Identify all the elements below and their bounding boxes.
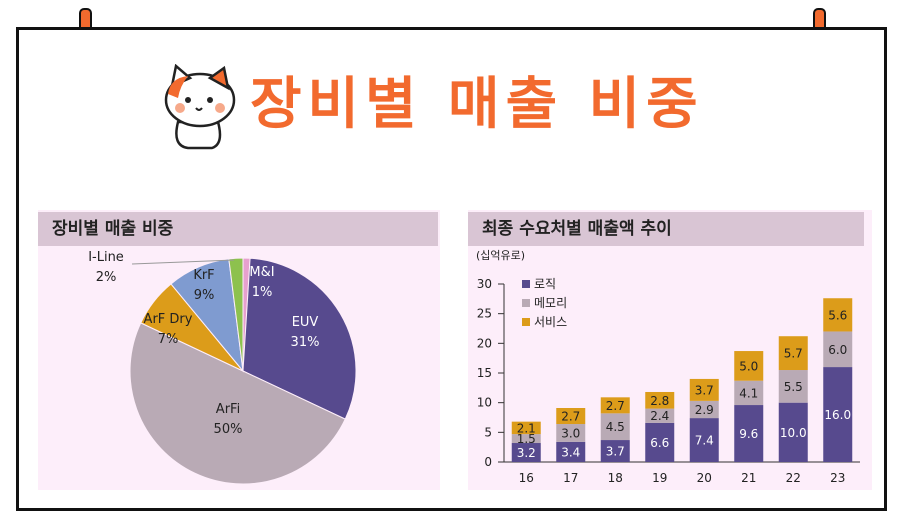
bar-value-label: 2.9 — [695, 403, 714, 417]
bar-value-label: 4.1 — [739, 386, 758, 400]
bar-segment — [689, 418, 719, 462]
bar-segment — [689, 378, 719, 401]
bar-value-label: 6.0 — [828, 343, 847, 357]
i-line-leader-line — [131, 259, 235, 265]
bar-segment — [511, 421, 541, 435]
legend-label: 로직 — [534, 277, 556, 291]
stacked-bar-chart: (십억유로) 0 5 10 15 20 25 30 3.21.52.1 16 3.4 3.0 2.7 17… — [476, 249, 860, 485]
bar-value-label: 3.4 — [561, 445, 580, 459]
x-tick-label: 18 — [608, 471, 623, 485]
y-tick-label: 5 — [484, 425, 492, 439]
bar-value-label: 3.2 — [517, 446, 536, 460]
bar-value-label: 5.7 — [784, 347, 803, 361]
pie-slice-arfi — [129, 322, 346, 485]
bar-value-label: 3.7 — [606, 445, 625, 459]
unit-label: (십억유로) — [476, 249, 525, 262]
bar-segment — [556, 408, 586, 425]
pie-chart: M&I 1% EUV 31% ArFi 50% ArF Dry 7% KrF 9% I-Line 2% — [88, 250, 357, 485]
bar-value-label: 7.4 — [695, 434, 714, 448]
x-tick-label: 16 — [519, 471, 534, 485]
bar-segment — [600, 413, 630, 441]
bar-segment — [556, 424, 586, 442]
bar-segment — [689, 400, 719, 419]
bar-value-label: 5.0 — [739, 359, 758, 373]
page-title: 장비별 매출 비중 — [250, 72, 704, 137]
y-tick-label: 15 — [477, 366, 492, 380]
pie-label-euv: EUV — [292, 315, 319, 330]
bar-value-label: 2.4 — [650, 409, 669, 423]
bar-segment — [645, 408, 675, 423]
bar-value-label: 2.1 — [517, 421, 536, 435]
bar-segment — [778, 402, 808, 462]
bar-segment — [645, 391, 675, 409]
bar-segment — [600, 440, 630, 462]
pie-slice-i-line — [228, 257, 244, 372]
cat-mascot-icon — [164, 64, 236, 150]
pie-slice-euv — [242, 257, 357, 420]
x-tick-label: 23 — [830, 471, 845, 485]
pie-label-i-line: I-Line — [88, 250, 124, 265]
bar-value-label: 2.8 — [650, 394, 669, 408]
y-tick-label: 20 — [477, 336, 492, 350]
bar-segment — [823, 331, 853, 368]
x-tick-label: 19 — [652, 471, 667, 485]
bar-segment — [778, 370, 808, 403]
pie-label-krf: KrF — [193, 268, 214, 283]
bar-value-label: 4.5 — [606, 420, 625, 434]
pie-value-arf-dry: 7% — [158, 332, 179, 347]
bar-segment — [511, 443, 541, 462]
bar-segment — [823, 298, 853, 332]
bar-segment — [734, 380, 764, 406]
bar-value-label: 3.0 — [561, 426, 580, 440]
bar-value-label: 3.7 — [695, 383, 714, 397]
legend-swatch — [522, 299, 530, 307]
pie-label-m-i: M&I — [249, 265, 274, 280]
bar-value-label: 2.7 — [561, 410, 580, 424]
bar-value-label: 6.6 — [650, 436, 669, 450]
legend-label: 메모리 — [534, 296, 567, 310]
pie-label-arf-dry: ArF Dry — [144, 312, 193, 327]
bar-segment — [734, 405, 764, 462]
bar-segment — [600, 397, 630, 414]
x-tick-label: 21 — [741, 471, 756, 485]
pie-value-krf: 9% — [194, 288, 215, 303]
bar-segment — [778, 336, 808, 371]
pie-value-arfi: 50% — [214, 422, 243, 437]
x-tick-label: 20 — [697, 471, 712, 485]
x-tick-label: 22 — [786, 471, 801, 485]
bar-segment — [734, 351, 764, 381]
legend-swatch — [522, 280, 530, 288]
pie-value-m-i: 1% — [252, 285, 273, 300]
pie-value-i-line: 2% — [96, 270, 117, 285]
bar-segment — [511, 434, 541, 444]
legend-swatch — [522, 318, 530, 326]
x-tick-label: 17 — [563, 471, 578, 485]
pie-label-arfi: ArFi — [216, 402, 240, 417]
bar-value-label: 5.6 — [828, 308, 847, 322]
bar-segment — [823, 367, 853, 462]
bar-value-label: 1.5 — [517, 432, 536, 446]
y-tick-label: 10 — [477, 396, 492, 410]
y-tick-label: 0 — [484, 455, 492, 469]
bar-value-label: 10.0 — [780, 426, 807, 440]
y-tick-label: 25 — [477, 307, 492, 321]
bar-value-label: 5.5 — [784, 380, 803, 394]
pie-value-euv: 31% — [291, 335, 320, 350]
bar-value-label: 16.0 — [824, 408, 851, 422]
pie-panel-title: 장비별 매출 비중 — [38, 212, 438, 246]
y-tick-label: 30 — [477, 277, 492, 291]
bar-value-label: 9.6 — [739, 427, 758, 441]
bar-panel-title: 최종 수요처별 매출액 추이 — [468, 212, 864, 246]
legend-label: 서비스 — [534, 315, 567, 329]
bar-segment — [556, 441, 586, 462]
bar-segment — [645, 422, 675, 462]
bar-value-label: 2.7 — [606, 399, 625, 413]
